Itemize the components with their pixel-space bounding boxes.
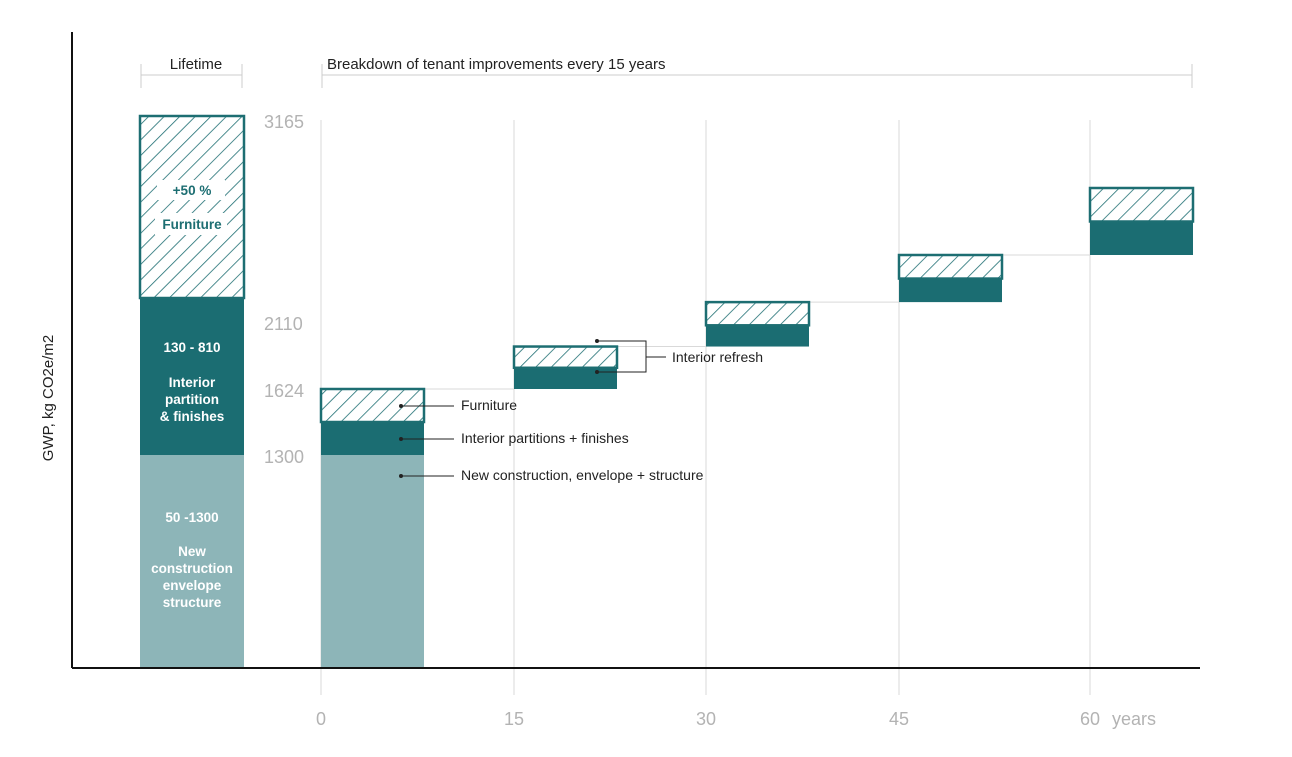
- y-tick-1300: 1300: [264, 447, 304, 467]
- bar-furniture-15: [512, 345, 619, 370]
- lifetime-interior-line: Interior: [169, 375, 216, 390]
- lifetime-construction-title: 50 -1300: [165, 510, 218, 525]
- lifetime-interior-line: & finishes: [160, 409, 225, 424]
- breakdown-header: Breakdown of tenant improvements every 1…: [321, 56, 1193, 88]
- bar-interior-30: [706, 325, 809, 347]
- annotation-furniture: Furniture: [399, 397, 517, 413]
- lifetime-interior-title: 130 - 810: [163, 340, 220, 355]
- bar-interior-60: [1090, 221, 1193, 255]
- lifetime-bar: 50 -1300 New construction envelope structure…: [138, 114, 246, 668]
- lifetime-construction-line: New: [178, 544, 206, 559]
- lifetime-construction-line: construction: [151, 561, 233, 576]
- lifetime-furniture-title-bg: [157, 180, 225, 200]
- grid-lines: [320, 120, 1091, 695]
- lifetime-header-label: Lifetime: [170, 56, 223, 73]
- bar-furniture-60: [1088, 186, 1195, 223]
- lifetime-furniture-title: +50 %: [173, 183, 212, 198]
- lifetime-furniture-label-bg: [155, 213, 227, 235]
- x-tick-60: 60: [1080, 709, 1100, 729]
- lifetime-construction-line: envelope: [163, 578, 222, 593]
- x-tick-labels: 0 15 30 45 60: [316, 709, 1100, 729]
- bar-furniture-45: [897, 253, 1004, 280]
- y-tick-2110: 2110: [264, 314, 303, 334]
- annotation-interior: Interior partitions + finishes: [399, 430, 629, 446]
- x-tick-15: 15: [504, 709, 524, 729]
- x-tick-0: 0: [316, 709, 326, 729]
- lifetime-segment-construction: [140, 455, 244, 668]
- y-tick-1624: 1624: [264, 381, 304, 401]
- annotation-construction: New construction, envelope + structure: [399, 467, 704, 483]
- annotation-construction-label: New construction, envelope + structure: [461, 467, 704, 483]
- y-tick-labels: 1300 1624 2110 3165: [264, 112, 304, 467]
- bars: [319, 186, 1195, 668]
- lifetime-interior-line: partition: [165, 392, 219, 407]
- step-connectors: [424, 254, 1090, 390]
- bar-interior-45: [899, 278, 1002, 303]
- y-axis-title: GWP, kg CO2e/m2: [40, 335, 57, 461]
- annotation-interior-label: Interior partitions + finishes: [461, 430, 629, 446]
- lifetime-furniture-label: Furniture: [162, 217, 222, 232]
- lifetime-construction-line: structure: [163, 595, 222, 610]
- annotation-furniture-label: Furniture: [461, 397, 517, 413]
- lifetime-segment-furniture: [138, 114, 246, 300]
- annotation-refresh: Interior refresh: [595, 339, 763, 374]
- y-tick-3165: 3165: [264, 112, 304, 132]
- bar-furniture-30: [704, 300, 811, 327]
- bar-interior-15: [514, 367, 617, 389]
- lifetime-header: Lifetime: [140, 56, 243, 88]
- annotation-refresh-label: Interior refresh: [672, 349, 763, 365]
- breakdown-header-label: Breakdown of tenant improvements every 1…: [327, 56, 666, 73]
- lifetime-segment-interior: [140, 298, 244, 455]
- x-tick-30: 30: [696, 709, 716, 729]
- x-tick-45: 45: [889, 709, 909, 729]
- bar-construction-0: [321, 455, 424, 668]
- x-axis-unit: years: [1112, 709, 1156, 729]
